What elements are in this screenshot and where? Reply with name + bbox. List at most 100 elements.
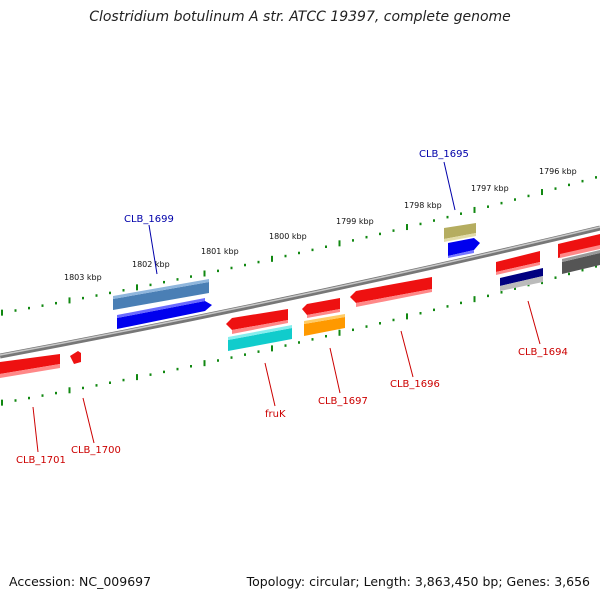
tick-mark bbox=[41, 304, 44, 307]
gene-label-CLB_1701[interactable]: CLB_1701 bbox=[16, 455, 66, 466]
gene-label-CLB_1697[interactable]: CLB_1697 bbox=[318, 396, 368, 407]
gene-red-edge[interactable] bbox=[558, 234, 600, 258]
tick-label: 1799 kbp bbox=[336, 217, 374, 226]
tick-mark bbox=[527, 283, 530, 287]
tick-label: 1801 kbp bbox=[201, 247, 239, 256]
tick-mark bbox=[392, 229, 395, 232]
gene-CLB_1699-top bbox=[113, 279, 209, 299]
tick-mark bbox=[568, 183, 570, 187]
gene-CLB_1700[interactable] bbox=[70, 351, 81, 364]
leader-CLB_1696 bbox=[400, 330, 414, 378]
tick-mark bbox=[41, 394, 44, 397]
tick-mark bbox=[28, 396, 30, 400]
genome-backbone bbox=[0, 225, 600, 359]
leader-CLB_1697 bbox=[329, 347, 341, 394]
tick-mark bbox=[14, 309, 17, 312]
leader-CLB_1694 bbox=[527, 300, 541, 345]
tick-mark bbox=[392, 318, 395, 322]
tick-mark bbox=[109, 381, 111, 384]
tick-mark bbox=[271, 255, 273, 262]
tick-mark bbox=[379, 232, 381, 236]
tick-mark bbox=[419, 222, 422, 226]
gene-CLB_1695[interactable] bbox=[444, 223, 476, 239]
tick-mark bbox=[230, 266, 233, 270]
tick-mark bbox=[1, 399, 3, 406]
gene-label-fruK[interactable]: fruK bbox=[265, 409, 286, 420]
tick-mark bbox=[298, 251, 300, 255]
tick-mark bbox=[365, 235, 368, 239]
tick-mark bbox=[595, 176, 597, 179]
tick-mark bbox=[257, 350, 260, 353]
tick-mark bbox=[487, 294, 489, 298]
tick-mark bbox=[163, 280, 165, 284]
gene-red-c[interactable] bbox=[496, 251, 540, 272]
tick-mark bbox=[298, 341, 300, 344]
tick-label: 1798 kbp bbox=[404, 201, 442, 210]
tick-mark bbox=[473, 296, 476, 303]
gene-red-b[interactable] bbox=[302, 298, 340, 315]
tick-mark bbox=[190, 365, 192, 368]
gene-CLB_1701[interactable] bbox=[0, 354, 60, 374]
tick-mark bbox=[136, 284, 138, 291]
tick-mark bbox=[460, 212, 462, 215]
gene-blue-small[interactable] bbox=[448, 238, 480, 256]
tick-mark bbox=[311, 338, 314, 341]
tick-mark bbox=[352, 328, 354, 332]
tick-mark bbox=[419, 311, 422, 315]
tick-mark bbox=[581, 179, 584, 183]
gene-blue-arrow-top bbox=[117, 298, 205, 318]
tick-mark bbox=[1, 309, 3, 316]
gene-CLB_1701-bottom bbox=[0, 364, 60, 378]
gene-CLB_1696[interactable] bbox=[350, 277, 432, 303]
tick-mark bbox=[595, 265, 597, 268]
tick-mark bbox=[460, 301, 462, 305]
gene-blue-small-bottom bbox=[448, 250, 474, 258]
gene-red-edge-bottom bbox=[560, 245, 600, 258]
gene-label-CLB_1694[interactable]: CLB_1694 bbox=[518, 347, 568, 358]
gene-blue-arrow[interactable] bbox=[117, 301, 212, 329]
gene-gray-edge[interactable] bbox=[562, 253, 600, 274]
tick-mark bbox=[271, 345, 273, 352]
gene-CLB_1695-bottom bbox=[444, 233, 476, 242]
tick-mark bbox=[190, 275, 192, 278]
gene-label-CLB_1696[interactable]: CLB_1696 bbox=[390, 379, 440, 390]
tick-mark bbox=[433, 308, 435, 312]
tick-mark bbox=[446, 215, 449, 219]
leader-CLB_1700 bbox=[82, 397, 95, 444]
tick-mark bbox=[284, 344, 287, 347]
tick-mark bbox=[514, 198, 516, 201]
tick-mark bbox=[28, 306, 30, 310]
gene-fruK[interactable] bbox=[228, 328, 292, 351]
tick-mark bbox=[68, 297, 71, 304]
gene-CLB_1699[interactable] bbox=[113, 282, 209, 310]
tick-label: 1803 kbp bbox=[64, 273, 102, 282]
gene-fruK-top bbox=[228, 325, 292, 340]
tick-mark bbox=[244, 353, 246, 356]
tick-mark bbox=[500, 291, 503, 294]
gene-red-a[interactable] bbox=[226, 309, 288, 330]
gene-red-b-bottom bbox=[307, 309, 340, 318]
topology-summary: Topology: circular; Length: 3,863,450 bp… bbox=[246, 574, 590, 589]
tick-mark bbox=[406, 313, 408, 320]
tick-mark bbox=[581, 268, 584, 272]
tick-mark bbox=[311, 248, 314, 252]
gene-label-CLB_1700[interactable]: CLB_1700 bbox=[71, 445, 121, 456]
tick-label: 1797 kbp bbox=[471, 184, 509, 193]
leader-lines bbox=[32, 161, 541, 453]
gene-CLB_1697[interactable] bbox=[304, 317, 345, 336]
tick-mark bbox=[338, 240, 341, 247]
tick-mark bbox=[514, 287, 516, 290]
tick-mark bbox=[163, 370, 165, 374]
tick-mark bbox=[55, 301, 57, 305]
gene-CLB_1694[interactable] bbox=[500, 268, 543, 286]
tick-mark bbox=[244, 263, 246, 267]
tick-mark bbox=[122, 289, 125, 292]
gene-label-CLB_1695[interactable]: CLB_1695 bbox=[419, 149, 469, 160]
tick-mark bbox=[176, 278, 179, 281]
tick-mark bbox=[527, 194, 530, 198]
gene-label-CLB_1699[interactable]: CLB_1699 bbox=[124, 214, 174, 225]
tick-mark bbox=[122, 378, 125, 382]
tick-mark bbox=[203, 270, 206, 277]
tick-mark bbox=[176, 367, 179, 371]
